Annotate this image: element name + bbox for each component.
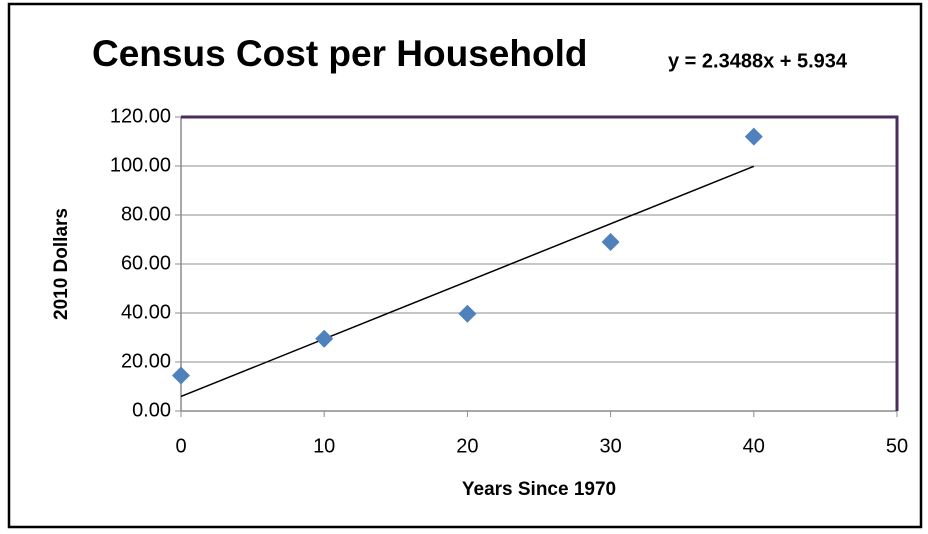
data-point — [315, 329, 334, 348]
y-tick-label: 60.00 — [121, 252, 171, 274]
x-tick-label: 0 — [175, 435, 186, 457]
y-tick-label: 40.00 — [121, 301, 171, 323]
plot-border — [181, 115, 899, 411]
x-tick-label: 10 — [313, 435, 335, 457]
y-tick-label: 120.00 — [110, 105, 171, 127]
y-tick-label: 100.00 — [110, 154, 171, 176]
data-point — [458, 304, 477, 323]
data-point — [172, 366, 190, 385]
trendline — [180, 165, 755, 398]
chart-title: Census Cost per Household — [92, 33, 587, 74]
x-tick-label: 30 — [599, 435, 621, 457]
x-tick-label: 50 — [886, 435, 908, 457]
x-tick-label: 20 — [456, 435, 478, 457]
x-axis-label: Years Since 1970 — [462, 479, 616, 500]
x-tick-label: 40 — [743, 435, 765, 457]
y-tick-label: 0.00 — [132, 399, 171, 421]
y-tick-label: 20.00 — [121, 350, 171, 372]
data-point — [744, 127, 763, 146]
data-point — [601, 232, 620, 251]
chart-border — [7, 2, 923, 529]
y-axis-label: 2010 Dollars — [51, 208, 72, 320]
trendline-equation: y = 2.3488x + 5.934 — [668, 50, 848, 72]
y-tick-label: 80.00 — [121, 203, 171, 225]
